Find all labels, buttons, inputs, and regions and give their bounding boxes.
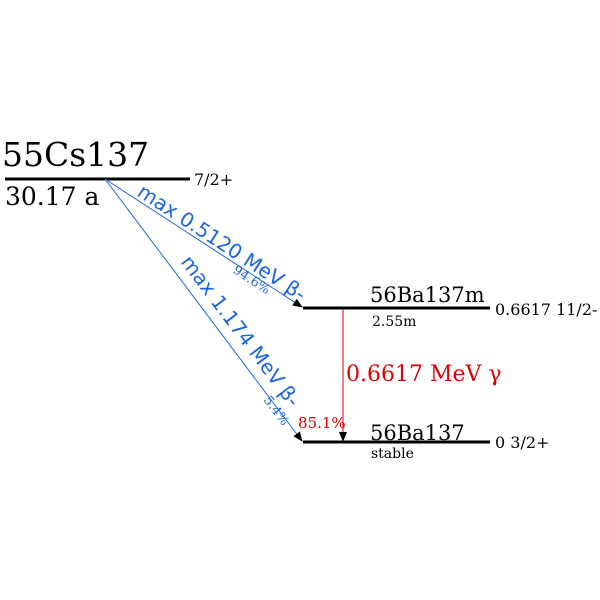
beta-transition-1-arrow xyxy=(104,178,303,308)
ba137m-nuclide: 56Ba137m xyxy=(370,283,485,307)
parent-spin: 7/2+ xyxy=(194,170,233,189)
ba137m-half-life: 2.55m xyxy=(372,314,416,330)
ba137m-energy-spin: 0.6617 11/2- xyxy=(495,300,597,319)
gamma-transition-intensity: 85.1% xyxy=(298,414,346,432)
beta-transition-2-arrow xyxy=(104,178,303,442)
gamma-transition-label: 0.6617 MeV γ xyxy=(346,362,502,387)
parent-nuclide: 55Cs137 xyxy=(2,135,149,174)
ba137-energy-spin: 0 3/2+ xyxy=(495,433,549,452)
ba137-half-life: stable xyxy=(371,446,414,462)
ba137-nuclide: 56Ba137 xyxy=(370,421,465,445)
parent-half-life: 30.17 a xyxy=(5,182,100,211)
